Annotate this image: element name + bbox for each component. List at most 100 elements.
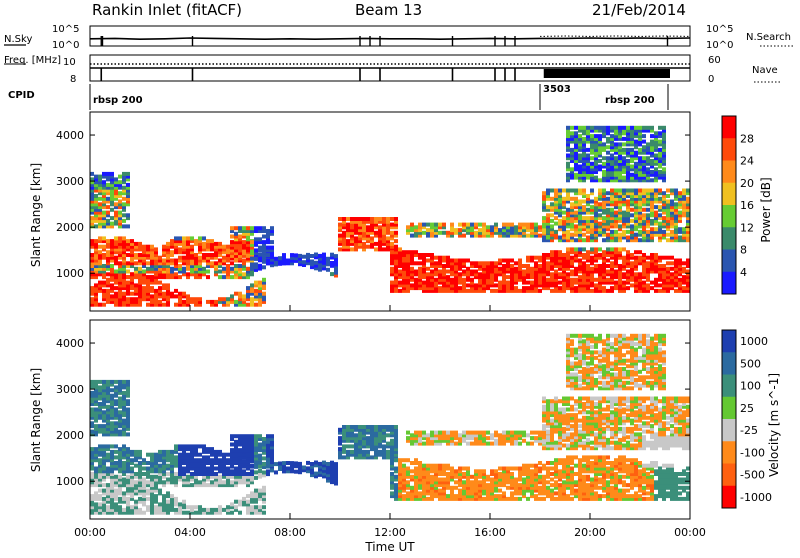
velocity-cell — [114, 380, 118, 384]
power-cell — [246, 286, 250, 290]
power-cell — [650, 178, 654, 182]
velocity-cell — [410, 433, 414, 437]
power-cell — [446, 270, 450, 274]
power-cell — [154, 289, 158, 293]
power-cell — [410, 223, 414, 227]
power-cell — [246, 254, 250, 258]
velocity-cell — [402, 494, 406, 498]
velocity-cell — [114, 408, 118, 412]
velocity-cell — [166, 464, 170, 468]
velocity-cell — [438, 489, 442, 493]
power-cell — [646, 156, 650, 160]
velocity-cell — [110, 450, 114, 454]
velocity-cell — [194, 505, 198, 509]
velocity-cell — [446, 494, 450, 498]
power-cell — [574, 126, 578, 130]
power-cell — [122, 172, 126, 176]
velocity-cell — [358, 425, 362, 429]
power-cell — [582, 261, 586, 265]
power-cell — [426, 259, 430, 263]
power-cell — [594, 278, 598, 282]
power-cell — [190, 236, 194, 240]
velocity-cell — [118, 430, 122, 434]
power-cell — [582, 200, 586, 204]
power-cell — [478, 228, 482, 232]
power-cell — [602, 126, 606, 130]
power-cell — [538, 225, 542, 229]
velocity-cell — [482, 431, 486, 435]
velocity-cell — [494, 469, 498, 473]
power-cell — [510, 264, 514, 268]
velocity-cell — [174, 508, 178, 512]
power-cell — [110, 216, 114, 220]
power-cell — [182, 236, 186, 240]
velocity-cell — [418, 461, 422, 465]
power-cell — [578, 134, 582, 138]
velocity-cell — [426, 433, 430, 437]
power-cell — [442, 223, 446, 227]
velocity-cell — [302, 466, 306, 470]
power-cell — [462, 270, 466, 274]
power-cell — [638, 230, 642, 234]
power-cell — [666, 189, 670, 193]
power-cell — [98, 202, 102, 206]
velocity-cell — [106, 405, 110, 409]
power-cell — [670, 200, 674, 204]
velocity-cell — [102, 489, 106, 493]
velocity-cell — [294, 470, 298, 474]
freq-right-tick-top: 60 — [708, 55, 721, 66]
velocity-cell — [238, 456, 242, 460]
power-cell — [502, 223, 506, 227]
velocity-cell — [126, 408, 130, 412]
velocity-cell — [214, 508, 218, 512]
velocity-cell — [174, 472, 178, 476]
power-cell — [230, 267, 234, 271]
power-cell — [638, 189, 642, 193]
velocity-cell — [422, 431, 426, 435]
power-cell — [630, 224, 634, 228]
power-cell — [418, 261, 422, 265]
power-cell — [546, 236, 550, 240]
power-colorbar-cell-5 — [722, 205, 736, 228]
velocity-cell — [450, 431, 454, 435]
power-cell — [218, 270, 222, 274]
velocity-cell — [214, 472, 218, 476]
power-cell — [606, 247, 610, 251]
velocity-cell — [146, 505, 150, 509]
velocity-cell — [218, 475, 222, 479]
power-cell — [466, 289, 470, 293]
power-cell — [230, 235, 234, 239]
velocity-cell — [230, 502, 234, 506]
power-cell — [214, 242, 218, 246]
power-cell — [490, 261, 494, 265]
velocity-cell — [390, 472, 394, 476]
velocity-cell — [390, 491, 394, 495]
power-cell — [130, 272, 134, 276]
velocity-cell — [142, 478, 146, 482]
cpid-label: CPID — [8, 90, 35, 101]
velocity-cell — [122, 491, 126, 495]
power-cell — [258, 264, 262, 268]
power-cell — [554, 270, 558, 274]
velocity-cell — [98, 458, 102, 462]
power-cell — [686, 197, 690, 201]
velocity-cell — [490, 433, 494, 437]
velocity-cell — [218, 458, 222, 462]
power-cell — [622, 230, 626, 234]
velocity-cell — [234, 467, 238, 471]
power-cell — [566, 154, 570, 158]
power-cell — [106, 211, 110, 215]
power-cell — [462, 259, 466, 263]
velocity-cell — [150, 453, 154, 457]
velocity-cell — [342, 444, 346, 448]
power-cell — [578, 154, 582, 158]
power-cell — [626, 189, 630, 193]
power-cell — [246, 303, 250, 307]
power-cell — [122, 197, 126, 201]
power-cell — [626, 286, 630, 290]
power-cell — [434, 278, 438, 282]
power-cell — [470, 270, 474, 274]
velocity-cell — [258, 505, 262, 509]
power-cell — [90, 286, 94, 290]
velocity-cell — [298, 462, 302, 466]
